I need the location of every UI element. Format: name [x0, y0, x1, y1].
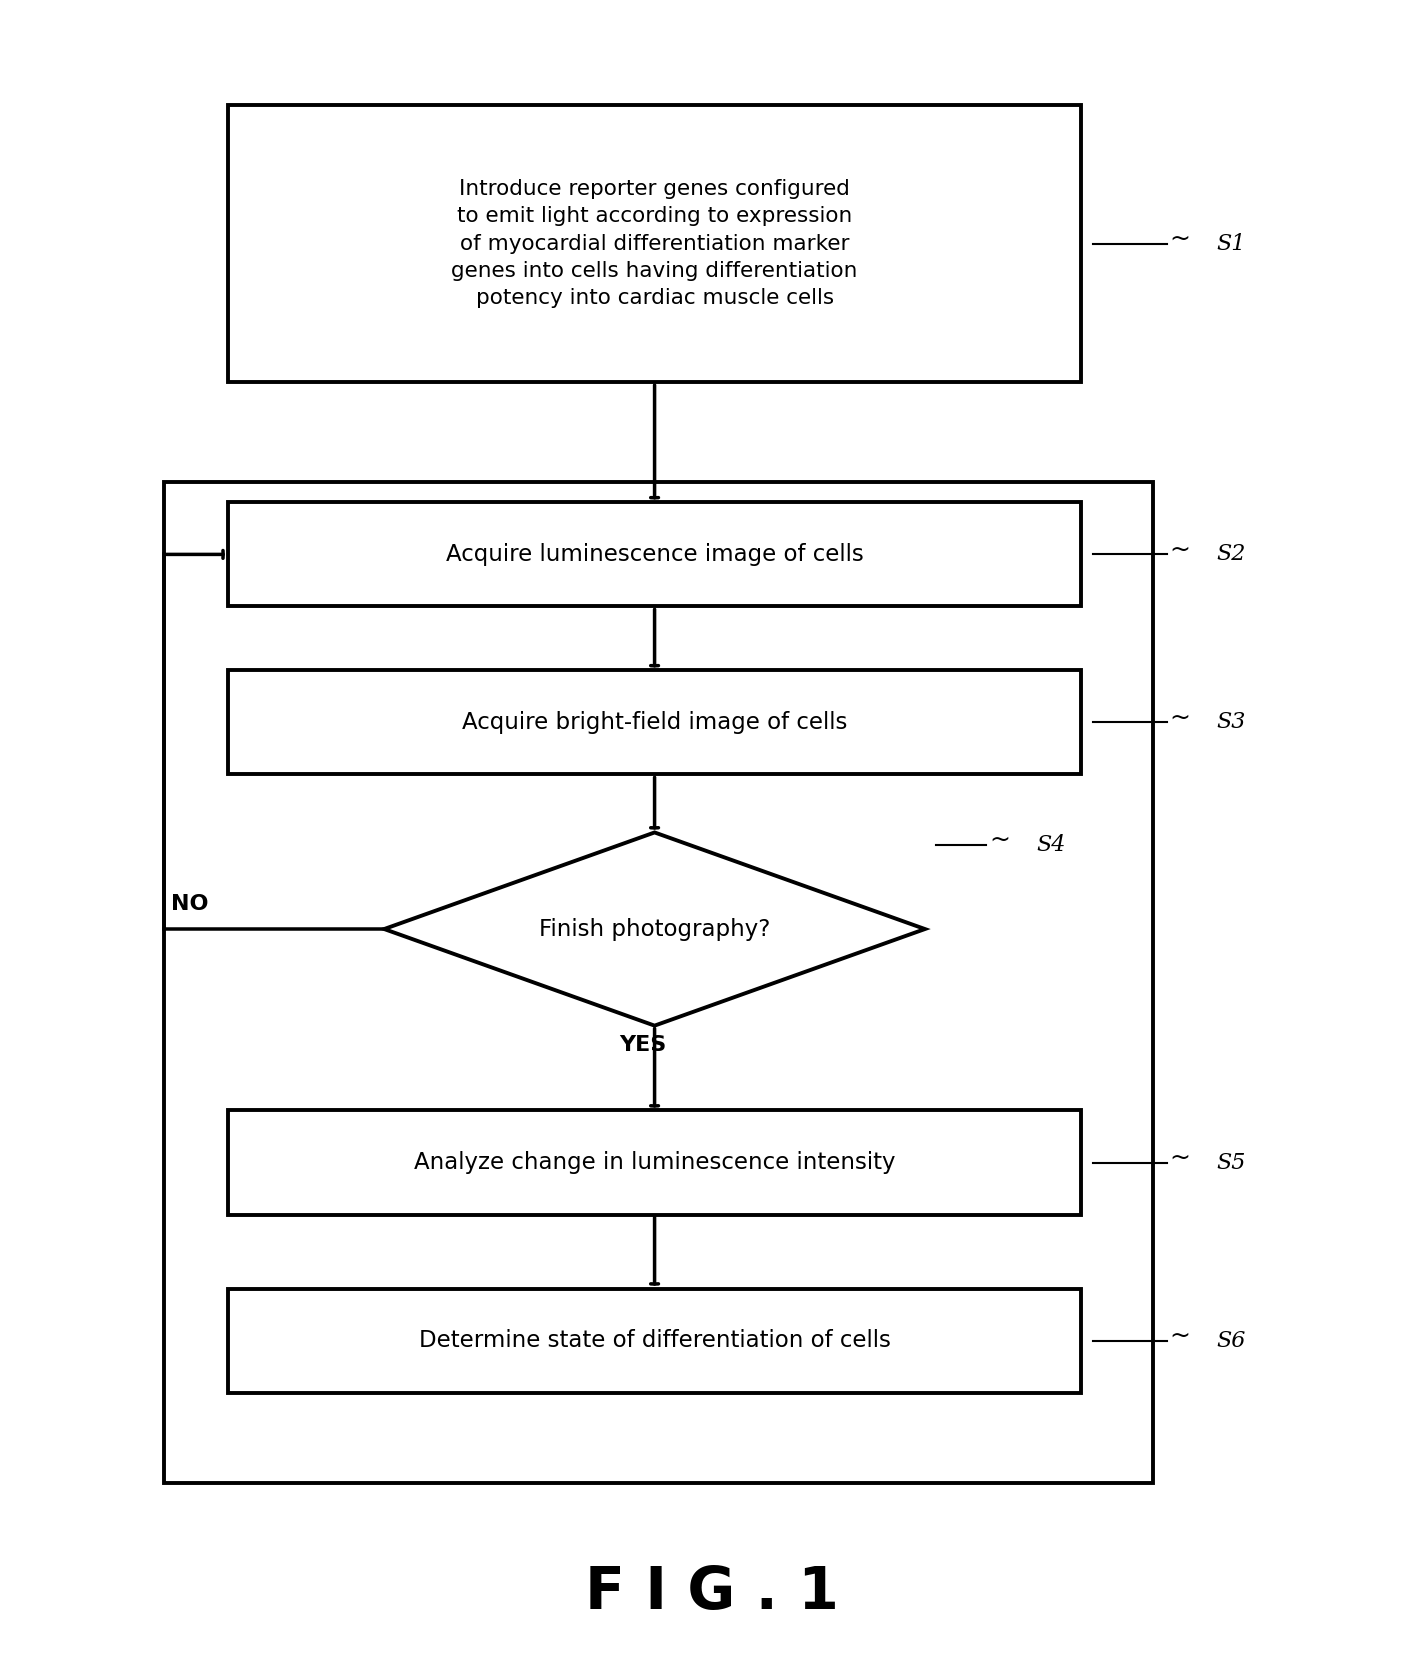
Text: Acquire bright-field image of cells: Acquire bright-field image of cells — [462, 711, 847, 734]
Text: Acquire luminescence image of cells: Acquire luminescence image of cells — [445, 543, 864, 566]
Text: Introduce reporter genes configured
to emit light according to expression
of myo: Introduce reporter genes configured to e… — [451, 180, 858, 307]
FancyBboxPatch shape — [228, 104, 1081, 381]
Text: S4: S4 — [1036, 833, 1066, 857]
Text: YES: YES — [619, 1035, 666, 1055]
Text: ~: ~ — [1170, 706, 1191, 729]
FancyBboxPatch shape — [228, 1289, 1081, 1393]
Text: S3: S3 — [1217, 711, 1247, 734]
Text: Analyze change in luminescence intensity: Analyze change in luminescence intensity — [414, 1151, 895, 1174]
Text: NO: NO — [171, 894, 208, 914]
Text: Determine state of differentiation of cells: Determine state of differentiation of ce… — [418, 1329, 891, 1352]
Text: S5: S5 — [1217, 1151, 1247, 1174]
Text: ~: ~ — [1170, 538, 1191, 561]
Text: ~: ~ — [1170, 1324, 1191, 1347]
Polygon shape — [384, 832, 925, 1025]
Text: S1: S1 — [1217, 232, 1247, 255]
FancyBboxPatch shape — [228, 502, 1081, 606]
Text: ~: ~ — [1170, 1146, 1191, 1169]
Text: S2: S2 — [1217, 543, 1247, 566]
Text: Finish photography?: Finish photography? — [539, 917, 770, 941]
Text: S6: S6 — [1217, 1329, 1247, 1352]
FancyBboxPatch shape — [228, 1110, 1081, 1215]
Text: ~: ~ — [1170, 227, 1191, 250]
Text: F I G . 1: F I G . 1 — [585, 1564, 838, 1621]
Text: ~: ~ — [989, 828, 1010, 852]
FancyBboxPatch shape — [228, 670, 1081, 774]
